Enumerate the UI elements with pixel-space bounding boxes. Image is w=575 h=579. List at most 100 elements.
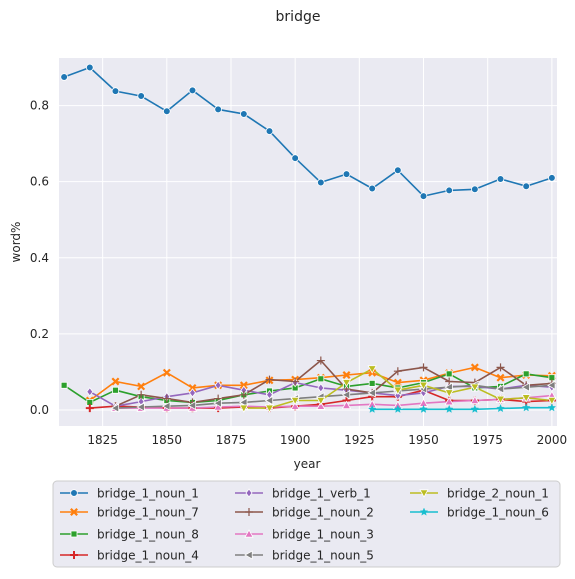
data-point-bridge_1_noun_1 <box>86 63 94 72</box>
data-point-bridge_1_noun_7 <box>239 381 248 390</box>
legend-item: bridge_1_noun_8 <box>60 528 199 542</box>
data-point-bridge_1_noun_5 <box>110 403 120 413</box>
legend-marker <box>419 489 429 498</box>
data-point-bridge_1_noun_5 <box>367 388 376 398</box>
data-point-bridge_1_noun_1 <box>317 178 325 187</box>
legend-marker <box>245 488 253 498</box>
data-point-bridge_2_noun_1 <box>316 396 326 406</box>
legend-marker <box>245 508 253 516</box>
data-point-bridge_1_noun_8 <box>317 375 325 383</box>
data-point-bridge_1_noun_2 <box>265 375 274 384</box>
data-point-bridge_1_noun_2 <box>419 363 428 372</box>
legend-label: bridge_2_noun_1 <box>447 487 549 501</box>
data-point-bridge_1_noun_5 <box>264 395 274 406</box>
legend-marker <box>70 530 78 538</box>
plot-area <box>59 58 557 426</box>
data-point-bridge_2_noun_1 <box>444 389 454 398</box>
data-point-bridge_1_verb_1 <box>214 380 222 390</box>
data-point-bridge_1_noun_1 <box>496 175 505 183</box>
data-point-bridge_1_noun_6 <box>445 404 454 413</box>
data-point-bridge_1_noun_2 <box>496 363 505 372</box>
data-point-bridge_1_noun_2 <box>393 367 402 376</box>
data-point-bridge_1_noun_6 <box>496 404 505 413</box>
data-point-bridge_1_noun_5 <box>495 384 505 394</box>
data-point-bridge_1_noun_5 <box>521 382 530 392</box>
data-point-bridge_1_noun_1 <box>368 184 376 193</box>
x-tick-labels: 1825 1850 1875 1900 1925 1950 1975 2000 <box>87 433 567 447</box>
x-tick-label: 1900 <box>280 433 311 447</box>
data-point-bridge_1_noun_6 <box>419 404 428 413</box>
series-points-bridge_2_noun_1 <box>239 365 557 413</box>
data-point-bridge_2_noun_1 <box>521 394 531 403</box>
data-point-bridge_1_noun_1 <box>548 174 556 182</box>
data-point-bridge_1_verb_1 <box>86 387 94 397</box>
data-point-bridge_1_noun_6 <box>470 404 480 413</box>
legend-box <box>52 480 561 568</box>
data-point-bridge_1_noun_7 <box>162 368 171 377</box>
data-point-bridge_1_verb_1 <box>188 388 196 398</box>
data-point-bridge_2_noun_1 <box>547 396 557 406</box>
data-point-bridge_1_noun_6 <box>522 403 531 412</box>
y-tick-label: 0.6 <box>30 175 49 189</box>
data-point-bridge_1_noun_1 <box>445 186 453 195</box>
x-tick-label: 1850 <box>152 433 183 447</box>
series-line-bridge_1_noun_6 <box>372 406 552 411</box>
series-line-bridge_1_noun_2 <box>115 359 552 407</box>
y-axis-label: word% <box>9 222 23 263</box>
legend-item: bridge_1_verb_1 <box>235 487 371 501</box>
chart-title: bridge <box>276 9 321 25</box>
data-point-bridge_1_noun_5 <box>187 400 197 411</box>
legend-item: bridge_2_noun_1 <box>410 487 549 501</box>
data-point-bridge_1_noun_6 <box>393 404 403 413</box>
y-tick-label: 0.4 <box>30 251 49 265</box>
data-point-bridge_2_noun_1 <box>367 365 377 374</box>
data-point-bridge_1_noun_1 <box>394 166 402 175</box>
legend-item: bridge_1_noun_5 <box>235 549 374 563</box>
data-point-bridge_1_noun_3 <box>444 396 454 406</box>
data-point-bridge_1_verb_1 <box>317 383 325 393</box>
series-markers <box>60 63 557 413</box>
data-point-bridge_1_noun_1 <box>111 87 120 95</box>
legend-item: bridge_1_noun_2 <box>235 506 374 520</box>
series-points-bridge_1_noun_6 <box>367 403 557 413</box>
legend-marker <box>70 508 78 516</box>
x-tick-label: 1825 <box>87 433 118 447</box>
y-tick-label: 0.0 <box>30 403 49 417</box>
data-point-bridge_2_noun_1 <box>239 404 249 413</box>
legend-item: bridge_1_noun_3 <box>235 528 374 542</box>
data-point-bridge_1_noun_1 <box>137 92 145 100</box>
series-line-bridge_1_noun_3 <box>115 394 552 409</box>
legend-marker <box>244 529 254 538</box>
x-axis-label: year <box>294 457 321 471</box>
legend-marker <box>419 507 429 516</box>
data-point-bridge_1_noun_1 <box>214 105 222 114</box>
legend-label: bridge_1_noun_6 <box>447 506 549 520</box>
legend-items: bridge_1_noun_1 bridge_1_noun_7 bridge_1_n… <box>60 487 549 563</box>
data-point-bridge_1_noun_2 <box>316 356 325 365</box>
data-point-bridge_1_noun_8 <box>60 381 68 389</box>
data-point-bridge_1_noun_7 <box>496 373 505 382</box>
data-point-bridge_1_noun_7 <box>137 382 146 391</box>
legend-marker <box>70 551 78 559</box>
data-point-bridge_1_noun_5 <box>444 382 453 392</box>
data-point-bridge_1_noun_3 <box>341 400 352 410</box>
y-tick-label: 0.8 <box>30 99 49 113</box>
legend-item: bridge_1_noun_1 <box>60 487 199 501</box>
data-point-bridge_1_noun_7 <box>470 363 479 372</box>
x-tick-label: 1925 <box>344 433 375 447</box>
data-point-bridge_1_noun_3 <box>290 401 300 410</box>
data-point-bridge_2_noun_1 <box>393 386 403 396</box>
legend-item: bridge_1_noun_4 <box>60 549 199 563</box>
legend-label: bridge_1_noun_5 <box>272 549 374 563</box>
data-point-bridge_1_noun_5 <box>239 397 248 408</box>
legend-item: bridge_1_noun_6 <box>410 506 549 520</box>
series-line-bridge_1_noun_1 <box>63 66 553 197</box>
data-point-bridge_1_noun_6 <box>547 403 557 412</box>
data-point-bridge_1_noun_1 <box>419 192 428 200</box>
x-tick-label: 1975 <box>472 433 503 447</box>
data-point-bridge_1_noun_2 <box>291 377 300 386</box>
data-point-bridge_1_noun_1 <box>522 182 530 191</box>
y-tick-labels: 0.0 0.2 0.4 0.6 0.8 <box>30 99 49 417</box>
x-tick-label: 1875 <box>216 433 247 447</box>
data-point-bridge_1_noun_8 <box>112 386 119 394</box>
